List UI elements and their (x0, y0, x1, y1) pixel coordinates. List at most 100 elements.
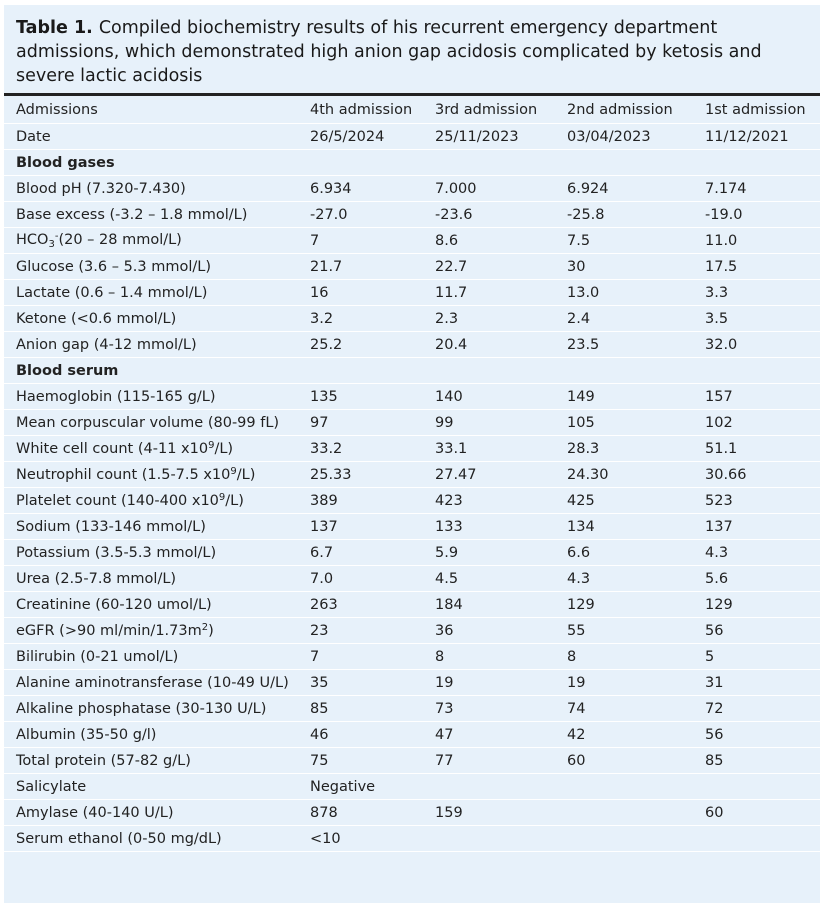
value-cell: 7 (310, 227, 435, 254)
data-row: Glucose (3.6 – 5.3 mmol/L) 21.7 22.7 30 17.5 (4, 253, 820, 280)
value-cell: <10 (310, 825, 435, 852)
data-row: Lactate (0.6 – 1.4 mmol/L) 16 11.7 13.0 3.3 (4, 279, 820, 306)
value-cell: 6.924 (567, 175, 705, 202)
value-cell: 30 (567, 253, 705, 280)
value-cell: 17.5 (705, 253, 820, 280)
value-cell: 7.5 (567, 227, 705, 254)
value-cell: 423 (435, 487, 567, 514)
label-part: Albumin (35-50 g/l) (16, 726, 157, 743)
row-label: Salicylate (4, 773, 310, 800)
table-panel: Table 1. Compiled biochemistry results of… (4, 5, 820, 903)
value-cell: 72 (705, 695, 820, 722)
label-part: Total protein (57-82 g/L) (16, 752, 191, 769)
caption-text: Compiled biochemistry results of his rec… (16, 18, 762, 86)
row-label: HCO3-(20 – 28 mmol/L) (4, 227, 310, 254)
empty-cell (705, 773, 820, 800)
value-cell: 4.5 (435, 565, 567, 592)
data-row: Platelet count (140-400 x109/L) 389 423 425… (4, 487, 820, 514)
label-part: Neutrophil count (1.5-7.5 x10 (16, 467, 231, 483)
row-label: Haemoglobin (115-165 g/L) (4, 383, 310, 410)
value-cell: 878 (310, 799, 435, 826)
value-cell: 33.2 (310, 435, 435, 462)
row-label: Blood pH (7.320-7.430) (4, 175, 310, 202)
value-cell: 7 (310, 643, 435, 670)
label-part: Creatinine (60-120 umol/L) (16, 596, 212, 613)
value-cell: 22.7 (435, 253, 567, 280)
row-label: Urea (2.5-7.8 mmol/L) (4, 565, 310, 592)
value-cell: 36 (435, 617, 567, 644)
label-part: - (54, 231, 59, 242)
value-cell: 56 (705, 617, 820, 644)
section-label: Blood serum (4, 357, 820, 384)
value-cell: 184 (435, 591, 567, 618)
value-cell: 263 (310, 591, 435, 618)
value-cell: 47 (435, 721, 567, 748)
row-label: Mean corpuscular volume (80-99 fL) (4, 409, 310, 436)
data-row: Ketone (<0.6 mmol/L) 3.2 2.3 2.4 3.5 (4, 305, 820, 332)
data-row: Total protein (57-82 g/L) 75 77 60 85 (4, 747, 820, 774)
value-cell: 32.0 (705, 331, 820, 358)
value-cell: 3.3 (705, 279, 820, 306)
value-cell: 11.0 (705, 227, 820, 254)
value-cell: 6.7 (310, 539, 435, 566)
data-row: Urea (2.5-7.8 mmol/L) 7.0 4.5 4.3 5.6 (4, 565, 820, 592)
value-cell: 2.4 (567, 305, 705, 332)
row-label: Date (4, 123, 310, 150)
value-cell: 133 (435, 513, 567, 540)
value-cell: 137 (705, 513, 820, 540)
data-row: Alanine aminotransferase (10-49 U/L) 35 19… (4, 669, 820, 696)
label-part: Haemoglobin (115-165 g/L) (16, 388, 216, 405)
value-cell: 27.47 (435, 461, 567, 488)
section-label: Blood gases (4, 149, 820, 176)
value-cell: 5.6 (705, 565, 820, 592)
value-cell: 7.174 (705, 175, 820, 202)
value-cell: 8.6 (435, 227, 567, 254)
value-cell: 105 (567, 409, 705, 436)
data-row: Neutrophil count (1.5-7.5 x109/L) 25.33 27… (4, 461, 820, 488)
label-part: 9 (218, 492, 226, 503)
value-cell: 56 (705, 721, 820, 748)
value-cell: 137 (310, 513, 435, 540)
label-part: /L) (214, 441, 234, 457)
value-cell: 75 (310, 747, 435, 774)
empty-cell (567, 773, 705, 800)
value-cell: 140 (435, 383, 567, 410)
value-cell: 21.7 (310, 253, 435, 280)
row-label: Amylase (40-140 U/L) (4, 799, 310, 826)
row-label: Anion gap (4-12 mmol/L) (4, 331, 310, 358)
value-cell: 97 (310, 409, 435, 436)
data-row: Albumin (35-50 g/l) 46 47 42 56 (4, 721, 820, 748)
data-row: Anion gap (4-12 mmol/L) 25.2 20.4 23.5 32.0 (4, 331, 820, 358)
data-row: Salicylate Negative (4, 773, 820, 800)
table-caption: Table 1. Compiled biochemistry results of… (16, 16, 806, 88)
label-part: 9 (230, 466, 237, 477)
value-cell: 149 (567, 383, 705, 410)
row-label: Base excess (-3.2 – 1.8 mmol/L) (4, 201, 310, 228)
row-label: Lactate (0.6 – 1.4 mmol/L) (4, 279, 310, 306)
value-cell: 30.66 (705, 461, 820, 488)
data-row: Date 26/5/2024 25/11/2023 03/04/2023 11/12/2… (4, 123, 820, 150)
row-label: Potassium (3.5-5.3 mmol/L) (4, 539, 310, 566)
value-cell: 134 (567, 513, 705, 540)
value-cell: 25.2 (310, 331, 435, 358)
value-cell: 19 (567, 669, 705, 696)
value-cell: 74 (567, 695, 705, 722)
value-cell: 24.30 (567, 461, 705, 488)
value-cell: 523 (705, 487, 820, 514)
value-cell: 13.0 (567, 279, 705, 306)
data-row: Base excess (-3.2 – 1.8 mmol/L) -27.0 -23.… (4, 201, 820, 228)
value-cell: 7.0 (310, 565, 435, 592)
value-cell: 26/5/2024 (310, 123, 435, 150)
value-cell: 4.3 (567, 565, 705, 592)
label-part: Salicylate (16, 778, 87, 795)
data-row: eGFR (>90 ml/min/1.73m2) 23 36 55 56 (4, 617, 820, 644)
row-label: Neutrophil count (1.5-7.5 x109/L) (4, 461, 310, 488)
section-row: Blood serum (4, 357, 820, 384)
label-part: Mean corpuscular volume (80-99 fL) (16, 414, 280, 431)
value-cell: 129 (567, 591, 705, 618)
value-cell: 03/04/2023 (567, 123, 705, 150)
value-cell: 28.3 (567, 435, 705, 462)
value-cell: 389 (310, 487, 435, 514)
value-cell: 60 (567, 747, 705, 774)
